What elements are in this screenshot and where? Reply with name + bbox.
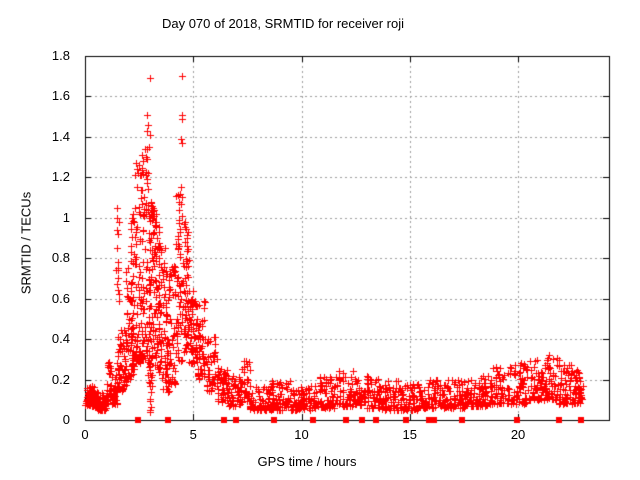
x-tick-label: 15 <box>402 427 418 442</box>
y-tick-label: 0.6 <box>51 290 70 306</box>
y-tick-label: 0 <box>62 412 70 427</box>
y-tick-label: 0.8 <box>51 250 70 266</box>
x-tick-label: 5 <box>189 427 197 442</box>
x-axis-label: GPS time / hours <box>257 454 357 469</box>
y-tick-label: 1.8 <box>51 48 70 63</box>
x-tick-label: 10 <box>294 427 309 442</box>
y-tick-label: 0.2 <box>51 371 70 387</box>
x-tick-label: 0 <box>81 427 89 442</box>
chart-title: Day 070 of 2018, SRMTID for receiver roj… <box>161 16 405 31</box>
y-tick-label: 0.4 <box>51 331 70 347</box>
y-tick-label: 1.4 <box>51 128 70 144</box>
y-tick-label: 1 <box>62 209 70 225</box>
x-tick-label: 20 <box>510 427 526 442</box>
y-tick-label: 1.6 <box>51 88 70 104</box>
y-axis-label: SRMTID / TECUs <box>18 191 34 295</box>
y-tick-label: 1.2 <box>51 169 70 185</box>
